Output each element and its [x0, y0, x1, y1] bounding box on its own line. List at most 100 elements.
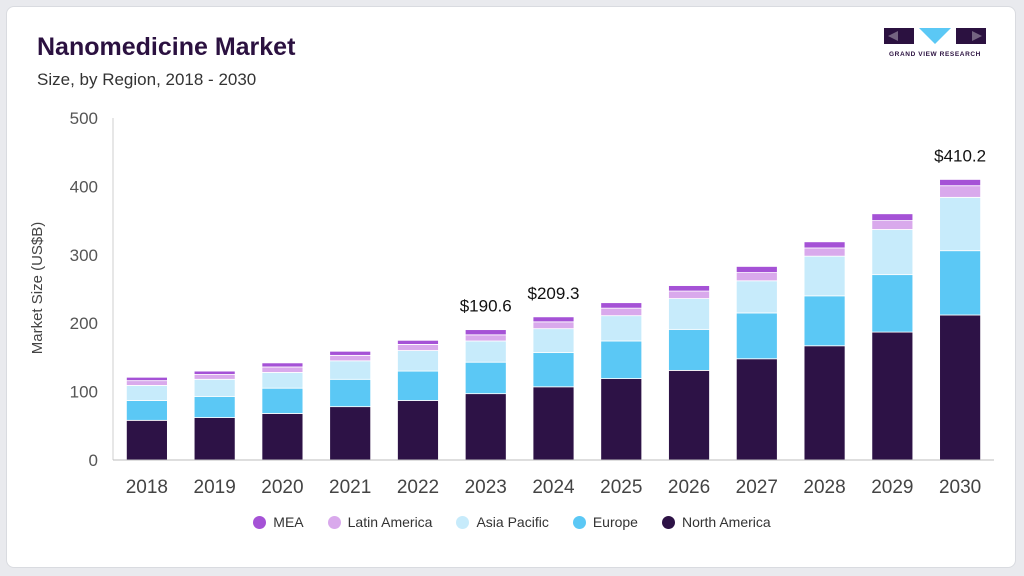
- bar-segment: [532, 352, 575, 388]
- bar-segment: [125, 380, 168, 386]
- bar-segment: [871, 229, 914, 276]
- bar-segment: [532, 328, 575, 354]
- bar-segment: [397, 339, 439, 345]
- legend-item: North America: [661, 514, 771, 530]
- x-tick-label: 2029: [871, 477, 913, 498]
- logo-text: GRAND VIEW RESEARCH: [889, 51, 981, 58]
- bar-segment: [464, 393, 507, 461]
- bar-segment: [193, 370, 236, 375]
- bar-segment: [464, 361, 507, 395]
- bar-segment: [735, 280, 778, 314]
- bar-segment: [193, 417, 236, 461]
- bar-segment: [939, 185, 982, 198]
- legend-item: Europe: [572, 514, 638, 530]
- chart-title: Nanomedicine Market: [37, 33, 296, 61]
- bar-segment: [464, 329, 507, 336]
- chart-card: Nanomedicine Market Size, by Region, 201…: [6, 6, 1016, 568]
- bar-segment: [329, 354, 372, 362]
- bar-segment: [871, 213, 914, 221]
- bar-segment: [600, 307, 643, 317]
- bar-segment: [125, 400, 168, 421]
- legend-swatch: [661, 515, 675, 529]
- bar-segment: [735, 312, 778, 360]
- bar-segment: [668, 298, 710, 330]
- legend-item: MEA: [253, 514, 304, 530]
- bar-segment: [464, 334, 507, 342]
- bar-segment: [600, 315, 643, 342]
- bar-segment: [193, 374, 236, 380]
- y-tick-label: 100: [70, 383, 98, 402]
- x-tick-label: 2024: [532, 477, 575, 498]
- legend-label: Latin America: [347, 514, 433, 530]
- y-axis-label: Market Size (US$B): [29, 222, 46, 355]
- legend-swatch: [456, 515, 470, 529]
- data-label: $410.2: [934, 146, 986, 165]
- legend-label: MEA: [273, 514, 304, 530]
- y-tick-label: 200: [70, 314, 98, 333]
- bar-segment: [125, 385, 168, 401]
- legend: MEA Latin America Asia Pacific Europe North …: [0, 514, 1024, 530]
- bar-segment: [193, 395, 236, 418]
- x-axis: 2018 2019 2020 2021 2022 2023 2024 2025 2026 2027…: [113, 459, 994, 498]
- legend-swatch: [572, 515, 586, 529]
- bar-segment: [668, 285, 710, 292]
- bar-segment: [668, 328, 710, 371]
- bar-segment: [261, 413, 304, 461]
- bar-segment: [397, 350, 439, 372]
- bar-segment: [397, 344, 439, 351]
- data-label: $209.3: [528, 284, 580, 303]
- chart-subtitle: Size, by Region, 2018 - 2030: [37, 70, 257, 89]
- bars-group: [125, 179, 982, 461]
- x-tick-label: 2030: [939, 477, 981, 498]
- bar-segment: [735, 272, 778, 282]
- legend-label: North America: [681, 514, 771, 530]
- legend-swatch: [253, 515, 267, 529]
- bar-segment: [261, 387, 304, 414]
- legend-label: Asia Pacific: [476, 514, 549, 530]
- y-tick-label: 300: [70, 246, 98, 265]
- bar-segment: [329, 360, 372, 380]
- bar-segment: [668, 369, 710, 461]
- bar-segment: [193, 378, 236, 397]
- bar-segment: [329, 406, 372, 461]
- bar-segment: [735, 266, 778, 273]
- bar-segment: [803, 255, 846, 297]
- bar-segment: [939, 179, 982, 187]
- legend-item: Asia Pacific: [456, 514, 549, 530]
- bar-segment: [532, 386, 575, 461]
- legend-swatch: [327, 515, 341, 529]
- grand-view-research-logo: [884, 28, 986, 44]
- bar-segment: [939, 250, 982, 316]
- x-tick-label: 2021: [329, 477, 371, 498]
- bar-segment: [803, 247, 846, 257]
- y-tick-label: 400: [70, 177, 98, 196]
- bar-segment: [871, 220, 914, 230]
- bar-segment: [125, 376, 168, 382]
- legend-label: Europe: [592, 514, 638, 530]
- bar-segment: [600, 340, 643, 380]
- bar-segment: [939, 314, 982, 461]
- bar-segment: [261, 366, 304, 373]
- x-tick-label: 2018: [126, 477, 168, 498]
- annotations-group: $190.6 $209.3 $410.2: [460, 146, 986, 315]
- y-axis: 0 100 200 300 400 500: [70, 109, 114, 470]
- bar-segment: [532, 321, 575, 330]
- bar-segment: [871, 331, 914, 461]
- x-tick-label: 2023: [465, 477, 507, 498]
- bar-segment: [397, 400, 439, 461]
- bar-segment: [397, 370, 439, 401]
- bar-segment: [871, 274, 914, 333]
- bar-segment: [803, 295, 846, 347]
- bar-segment: [600, 378, 643, 461]
- bar-segment: [939, 196, 982, 252]
- x-tick-label: 2025: [600, 477, 642, 498]
- bar-segment: [803, 241, 846, 249]
- x-tick-label: 2022: [397, 477, 439, 498]
- legend-item: Latin America: [327, 514, 433, 530]
- bar-segment: [261, 362, 304, 368]
- bar-segment: [464, 340, 507, 363]
- bar-segment: [329, 378, 372, 408]
- x-tick-label: 2028: [803, 477, 845, 498]
- x-tick-label: 2019: [194, 477, 236, 498]
